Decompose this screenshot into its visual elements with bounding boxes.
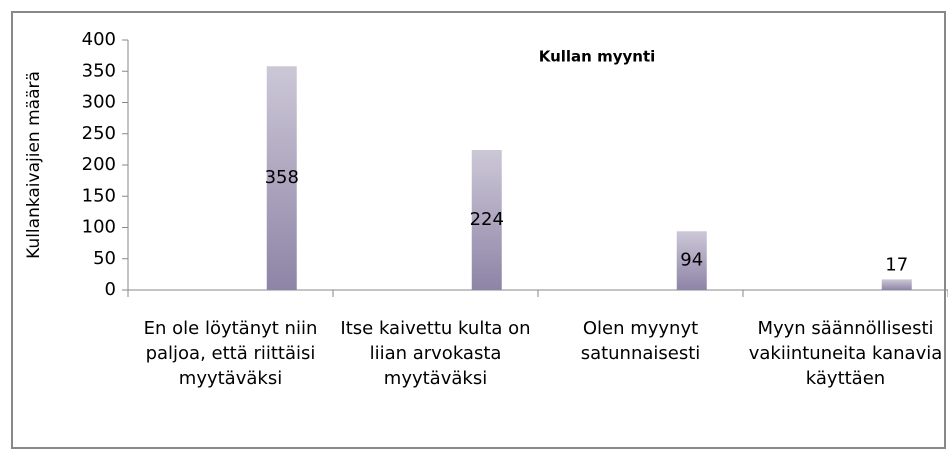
- y-tick-label: 50: [93, 248, 116, 269]
- data-label: 17: [885, 254, 908, 275]
- y-tick-label: 400: [82, 29, 116, 50]
- bar: [881, 279, 912, 290]
- chart-frame: [11, 11, 946, 449]
- y-tick-label: 350: [82, 60, 116, 81]
- y-tick-label: 0: [105, 279, 116, 300]
- y-axis-label: Kullankaivajien määrä: [24, 71, 44, 259]
- data-label: 358: [265, 167, 299, 188]
- y-tick-label: 150: [82, 185, 116, 206]
- y-tick-label: 300: [82, 92, 116, 113]
- y-tick-label: 250: [82, 123, 116, 144]
- y-tick-label: 200: [82, 154, 116, 175]
- x-tick-label: Olen myynyt satunnaisesti: [580, 318, 701, 364]
- x-tick-label: Itse kaivettu kulta on liian arvokasta m…: [340, 318, 531, 389]
- y-tick-label: 100: [82, 217, 116, 238]
- data-label: 94: [680, 250, 703, 271]
- bar: [676, 231, 707, 290]
- x-tick-label: En ole löytänyt niin paljoa, että riittä…: [143, 318, 318, 389]
- bar: [266, 66, 297, 290]
- data-label: 224: [470, 209, 504, 230]
- chart-title: Kullan myynti: [539, 48, 656, 66]
- bar: [471, 150, 502, 290]
- x-tick-label: Myyn säännöllisesti vakiintuneita kanavi…: [748, 318, 943, 389]
